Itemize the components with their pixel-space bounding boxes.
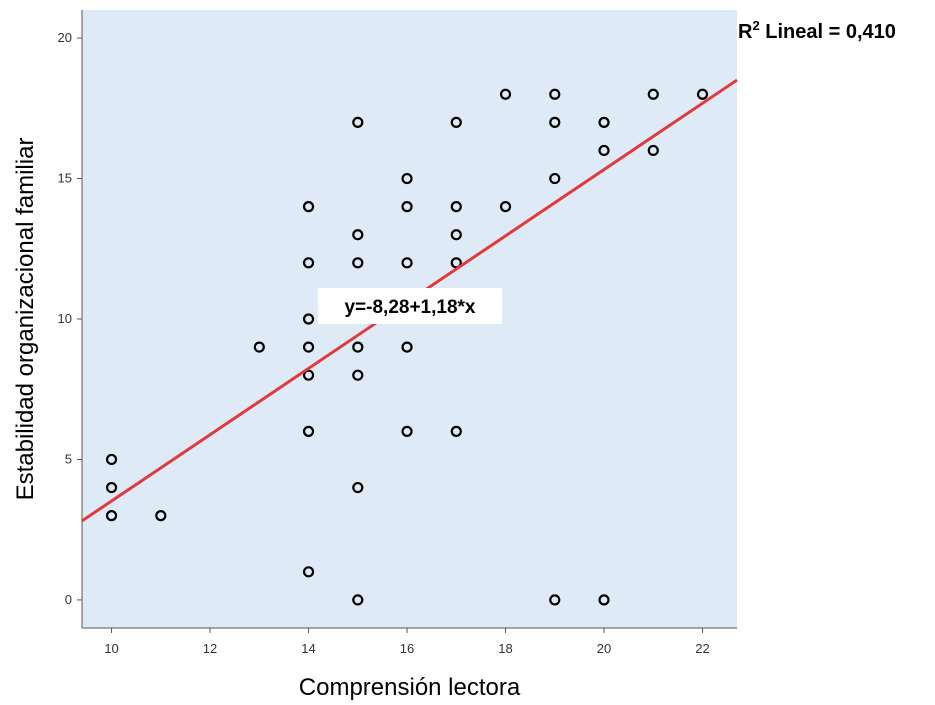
data-point: [549, 594, 561, 606]
data-point: [450, 116, 462, 128]
data-point: [352, 341, 364, 353]
regression-equation-box: y=-8,28+1,18*x: [318, 288, 502, 324]
data-point: [450, 425, 462, 437]
data-point: [450, 201, 462, 213]
data-point: [598, 594, 610, 606]
data-point: [401, 257, 413, 269]
data-point: [499, 88, 512, 100]
y-tick-label: 0: [65, 592, 72, 607]
data-point: [253, 341, 265, 353]
data-point: [450, 229, 462, 241]
data-point: [401, 341, 413, 353]
y-tick-label: 10: [58, 311, 72, 326]
y-tick-label: 15: [58, 171, 72, 186]
y-axis-title: Estabilidad organizacional familiar: [12, 138, 39, 501]
data-point: [401, 425, 413, 437]
data-point: [302, 369, 315, 381]
regression-equation: y=-8,28+1,18*x: [344, 297, 475, 318]
data-point: [352, 594, 364, 606]
x-tick-label: 10: [104, 641, 118, 656]
data-point: [352, 481, 364, 494]
equation-background: [318, 288, 502, 324]
data-points: [105, 88, 709, 606]
x-tick-label: 18: [498, 641, 512, 656]
data-point: [647, 144, 659, 157]
data-point: [105, 481, 118, 494]
data-point: [155, 510, 167, 522]
y-axis-ticks: 0 5 10 15 20: [58, 30, 82, 607]
r-squared-label: R2 Lineal = 0,410: [738, 18, 896, 43]
data-point: [647, 88, 659, 100]
data-point: [401, 201, 413, 213]
data-point: [302, 425, 315, 437]
x-tick-label: 16: [400, 641, 414, 656]
x-tick-label: 22: [695, 641, 709, 656]
r-squared-superscript: 2: [752, 18, 759, 33]
data-point: [302, 257, 315, 269]
data-point: [302, 201, 315, 213]
r-squared-prefix: R: [738, 21, 753, 43]
data-point: [352, 257, 364, 269]
data-point: [549, 116, 561, 128]
data-point: [499, 201, 512, 213]
data-point: [105, 510, 118, 522]
x-axis-title: Comprensión lectora: [299, 674, 521, 701]
x-tick-label: 14: [301, 641, 315, 656]
x-axis-ticks: 10 12 14 16 18 20 22: [104, 628, 710, 656]
y-tick-label: 20: [58, 30, 72, 45]
data-point: [598, 144, 610, 157]
data-point: [549, 172, 561, 185]
data-point: [352, 116, 364, 128]
x-tick-label: 12: [203, 641, 217, 656]
data-point: [302, 566, 315, 578]
data-point: [598, 116, 610, 128]
data-point: [696, 88, 709, 100]
data-point: [302, 313, 315, 325]
data-point: [352, 369, 364, 381]
x-tick-label: 20: [597, 641, 611, 656]
y-tick-label: 5: [65, 451, 72, 466]
data-point: [401, 172, 413, 185]
data-point: [302, 341, 315, 353]
r-squared-value: Lineal = 0,410: [760, 21, 896, 43]
data-point: [549, 88, 561, 100]
data-point: [352, 229, 364, 241]
data-point: [105, 453, 118, 466]
